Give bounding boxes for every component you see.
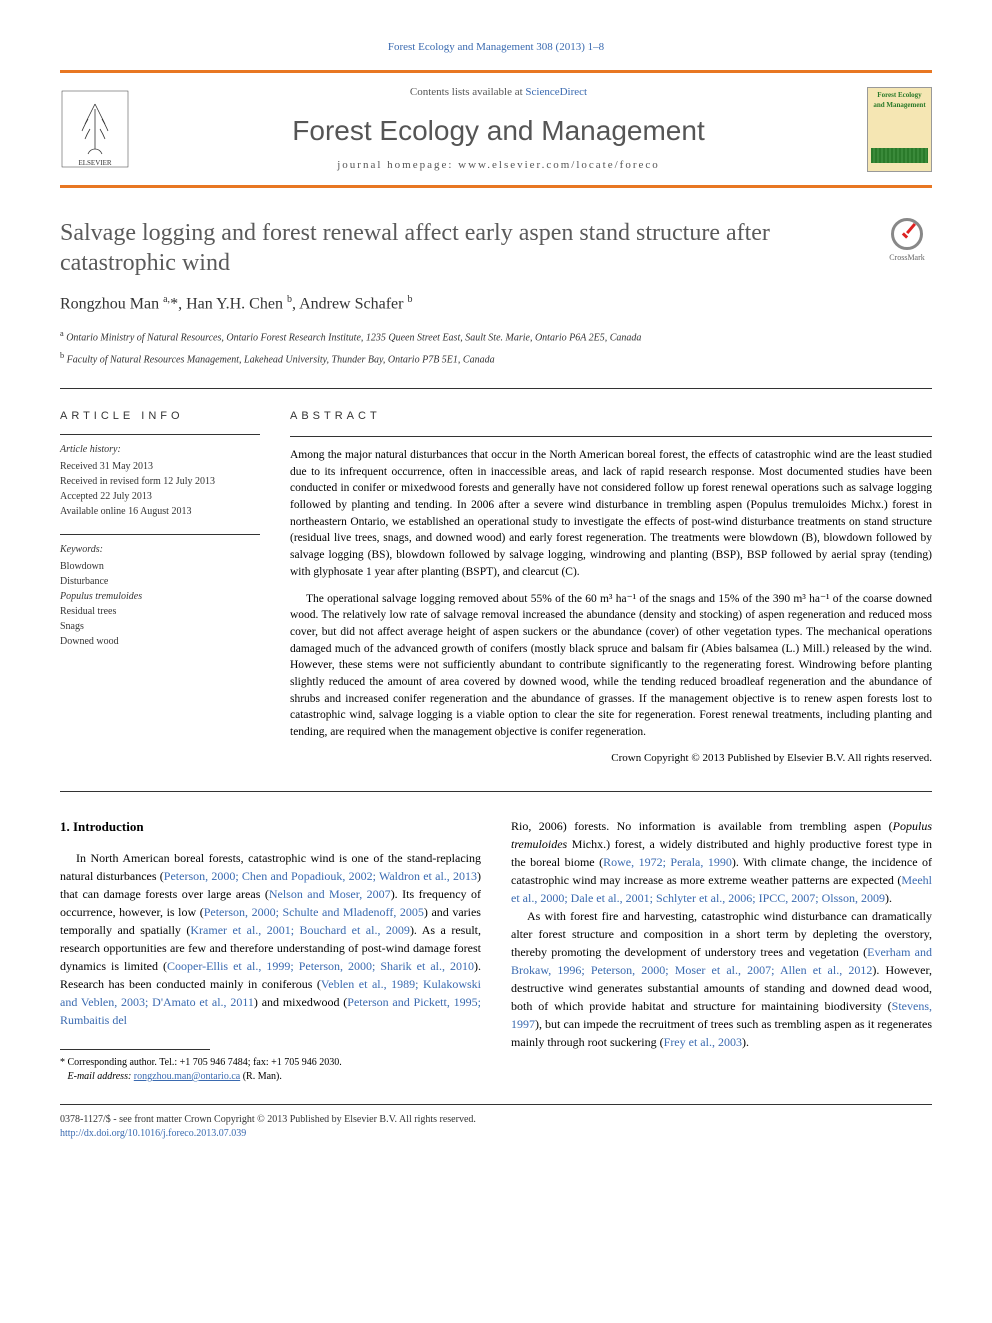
article-title: Salvage logging and forest renewal affec…	[60, 218, 882, 278]
contents-line: Contents lists available at ScienceDirec…	[130, 85, 867, 100]
svg-text:ELSEVIER: ELSEVIER	[78, 159, 111, 167]
journal-cover-thumbnail: Forest Ecology and Management	[867, 87, 932, 172]
divider-rule	[60, 388, 932, 389]
footer-divider	[60, 1104, 932, 1105]
citation-line: Forest Ecology and Management 308 (2013)…	[60, 40, 932, 55]
affil-text-b: Faculty of Natural Resources Management,…	[67, 355, 495, 366]
contents-prefix: Contents lists available at	[410, 86, 525, 98]
keyword-3-italic: Populus tremuloides	[60, 591, 142, 602]
history-received: Received 31 May 2013	[60, 459, 260, 474]
affiliation-b: b Faculty of Natural Resources Managemen…	[60, 350, 932, 367]
abstract-heading: ABSTRACT	[290, 409, 932, 424]
corresp-email-link[interactable]: rongzhou.man@ontario.ca	[134, 1071, 240, 1082]
crossmark-label: CrossMark	[889, 252, 925, 263]
info-abstract-row: ARTICLE INFO Article history: Received 3…	[60, 409, 932, 767]
keyword-6: Downed wood	[60, 634, 260, 649]
authors-line: Rongzhou Man a,*, Han Y.H. Chen b, Andre…	[60, 293, 932, 316]
abstract-copyright: Crown Copyright © 2013 Published by Else…	[290, 751, 932, 767]
abstract-body: Among the major natural disturbances tha…	[290, 436, 932, 766]
cover-title: Forest Ecology and Management	[871, 91, 928, 111]
corresp-note: * Corresponding author. Tel.: +1 705 946…	[60, 1056, 481, 1084]
corresp-email-label: E-mail address:	[68, 1071, 132, 1082]
affil-mark-b: b	[60, 351, 64, 360]
history-accepted: Accepted 22 July 2013	[60, 489, 260, 504]
keyword-1: Blowdown	[60, 559, 260, 574]
history-online: Available online 16 August 2013	[60, 504, 260, 519]
article-info-column: ARTICLE INFO Article history: Received 3…	[60, 409, 260, 767]
corresp-line1: Corresponding author. Tel.: +1 705 946 7…	[68, 1057, 342, 1068]
history-label: Article history:	[60, 443, 260, 457]
keywords-label: Keywords:	[60, 543, 260, 557]
keyword-2: Disturbance	[60, 574, 260, 589]
keyword-5: Snags	[60, 619, 260, 634]
intro-heading: 1. Introduction	[60, 817, 481, 837]
corresp-star: *	[60, 1057, 65, 1068]
intro-para-col2b: As with forest fire and harvesting, cata…	[511, 907, 932, 1051]
header-center: Contents lists available at ScienceDirec…	[130, 85, 867, 173]
body-col-left: 1. Introduction In North American boreal…	[60, 817, 481, 1084]
crossmark-badge[interactable]: CrossMark	[882, 218, 932, 268]
intro-para-col2a: Rio, 2006) forests. No information is av…	[511, 817, 932, 907]
elsevier-logo: ELSEVIER	[60, 89, 130, 169]
footer-issn: 0378-1127/$ - see front matter Crown Cop…	[60, 1113, 932, 1127]
affil-mark-a: a	[60, 329, 64, 338]
footer-doi: http://dx.doi.org/10.1016/j.foreco.2013.…	[60, 1127, 932, 1141]
doi-link[interactable]: http://dx.doi.org/10.1016/j.foreco.2013.…	[60, 1128, 246, 1139]
history-block: Article history: Received 31 May 2013 Re…	[60, 434, 260, 519]
affiliation-a: a Ontario Ministry of Natural Resources,…	[60, 328, 932, 345]
corresp-paren: (R. Man).	[243, 1071, 282, 1082]
journal-header: ELSEVIER Contents lists available at Sci…	[60, 70, 932, 188]
article-info-heading: ARTICLE INFO	[60, 409, 260, 424]
abstract-para-2: The operational salvage logging removed …	[290, 591, 932, 741]
divider-rule-2	[60, 791, 932, 792]
history-revised: Received in revised form 12 July 2013	[60, 474, 260, 489]
abstract-para-1: Among the major natural disturbances tha…	[290, 447, 932, 580]
keywords-block: Keywords: Blowdown Disturbance Populus t…	[60, 534, 260, 649]
homepage-line: journal homepage: www.elsevier.com/locat…	[130, 158, 867, 173]
body-col-right: Rio, 2006) forests. No information is av…	[511, 817, 932, 1084]
intro-para-col1: In North American boreal forests, catast…	[60, 849, 481, 1029]
journal-name: Forest Ecology and Management	[130, 111, 867, 150]
affil-text-a: Ontario Ministry of Natural Resources, O…	[66, 332, 641, 343]
crossmark-icon	[891, 218, 923, 250]
keyword-4: Residual trees	[60, 604, 260, 619]
body-columns: 1. Introduction In North American boreal…	[60, 817, 932, 1084]
title-row: Salvage logging and forest renewal affec…	[60, 218, 932, 278]
sciencedirect-link[interactable]: ScienceDirect	[525, 86, 587, 98]
keyword-3: Populus tremuloides	[60, 589, 260, 604]
cover-forest-graphic	[871, 148, 928, 163]
corresp-divider	[60, 1049, 210, 1050]
abstract-column: ABSTRACT Among the major natural disturb…	[290, 409, 932, 767]
affiliations-block: a Ontario Ministry of Natural Resources,…	[60, 328, 932, 368]
